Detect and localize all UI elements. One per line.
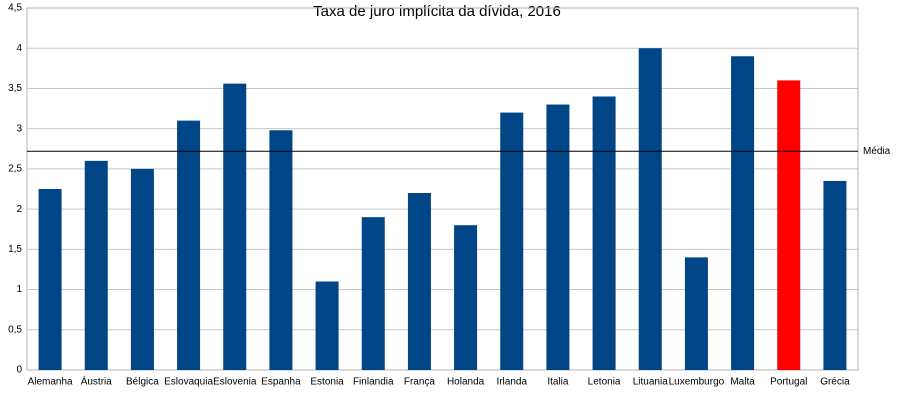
y-tick-label: 3,5 [8,83,22,94]
reference-label: Média [863,146,891,157]
bar [777,80,801,371]
x-tick-label: Portugal [770,377,807,388]
plot-border [26,7,859,371]
y-tick-label: 2,5 [8,164,22,175]
bar [177,120,201,370]
x-tick-label: Espanha [261,377,301,388]
x-tick-label: Estonia [310,377,344,388]
bar [546,104,570,371]
bar [684,257,708,370]
x-tick-label: Grécia [820,377,850,388]
y-tick-label: 2 [16,204,22,215]
x-tick-label: Italia [547,377,569,388]
bar [223,83,247,371]
y-tick-label: 4 [16,43,22,54]
bar [361,217,385,370]
x-tick-label: Eslovenia [213,377,257,388]
x-tick-label: Holanda [447,377,485,388]
y-tick-label: 4,5 [8,3,22,14]
x-tick-label: Áustria [81,375,113,388]
x-tick-label: Finlandia [353,377,394,388]
x-tick-label: Alemanha [28,377,73,388]
y-tick-label: 1,5 [8,244,22,255]
bar [638,48,662,370]
y-tick-label: 1 [16,284,22,295]
x-tick-label: Lituania [633,377,668,388]
x-tick-label: Eslovaquia [164,377,213,388]
x-tick-label: Letonia [588,377,621,388]
x-tick-label: Malta [730,377,755,388]
bar [407,193,431,370]
x-tick-label: Irlanda [496,377,527,388]
chart-title: Taxa de juro implícita da dívida, 2016 [313,3,561,20]
bar [454,225,478,370]
bar [592,96,616,370]
x-tick-label: Bélgica [126,377,159,388]
y-tick-label: 0 [16,365,22,376]
y-tick-label: 0,5 [8,324,22,335]
bar [84,160,108,370]
bar [500,112,524,371]
y-tick-label: 3 [16,123,22,134]
bar [38,189,62,370]
x-tick-label: Luxemburgo [669,377,725,388]
bar [130,168,154,370]
bar [823,180,847,370]
bar [269,130,293,370]
bar [315,281,339,370]
x-tick-label: França [404,377,436,388]
bar [731,56,755,371]
